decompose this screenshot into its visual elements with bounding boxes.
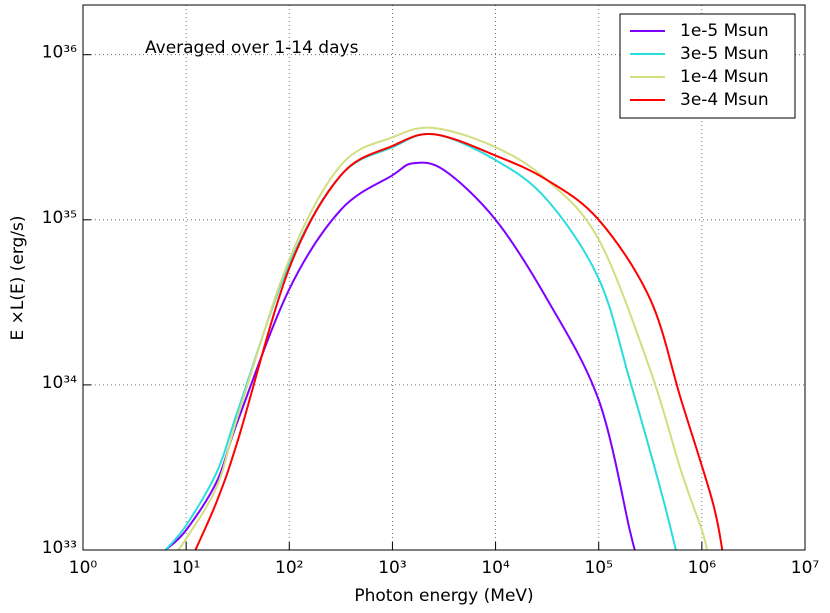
legend-label: 3e-5 Msun [680, 44, 769, 64]
series-line [194, 132, 724, 550]
series-line [176, 126, 708, 550]
x-tick-label: 10¹ [172, 558, 200, 578]
legend-label: 1e-4 Msun [680, 67, 769, 87]
y-tick-label: 10³⁵ [42, 208, 77, 228]
series-line [164, 132, 677, 550]
x-tick-label: 10³ [378, 558, 406, 578]
x-tick-label: 10⁴ [481, 558, 510, 578]
y-tick-label: 10³⁴ [42, 373, 77, 393]
y-tick-label: 10³⁶ [42, 43, 77, 63]
annotation: Averaged over 1-14 days [145, 38, 359, 58]
plot-frame [82, 4, 806, 551]
y-tick-label: 10³³ [42, 538, 77, 558]
legend-label: 3e-4 Msun [680, 90, 769, 110]
x-tick-label: 10⁵ [584, 558, 612, 578]
x-tick-label: 10⁷ [791, 558, 820, 578]
legend-label: 1e-5 Msun [680, 21, 769, 41]
x-tick-label: 10⁰ [69, 558, 98, 578]
x-tick-label: 10² [275, 558, 303, 578]
x-tick-label: 10⁶ [688, 558, 717, 578]
y-axis-label: E ×L(E) (erg/s) [8, 215, 28, 340]
x-axis-label: Photon energy (MeV) [354, 586, 533, 606]
